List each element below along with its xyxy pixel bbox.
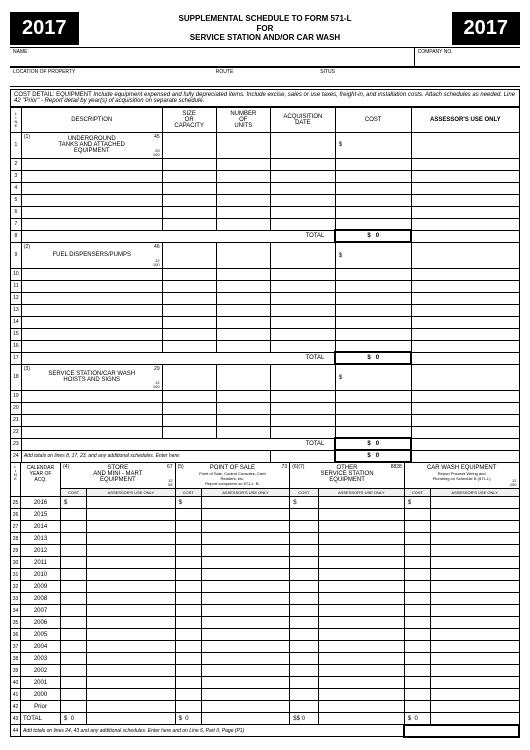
name-field[interactable]: NAME	[10, 48, 415, 66]
year-left: 2017	[10, 12, 79, 45]
location-field[interactable]: LOCATION OF PROPERTY	[10, 68, 213, 86]
situs-field[interactable]: SITUS	[317, 68, 520, 86]
company-no-field[interactable]: COMPANY NO.	[415, 48, 520, 66]
input-cell[interactable]	[162, 132, 216, 158]
year-right: 2017	[452, 12, 521, 45]
year-table: L I N E CALENDAR YEAR OF ACQ. (4)67 STOR…	[10, 462, 520, 738]
equipment-table: L I N E DESCRIPTION SIZE OR CAPACITY NUM…	[10, 107, 520, 464]
route-field[interactable]: ROUTE	[213, 68, 317, 86]
cost-detail-note: COST DETAIL: EQUIPMENT Include equipment…	[10, 89, 520, 107]
form-title: SUPPLEMENTAL SCHEDULE TO FORM 571-L FOR …	[79, 12, 452, 45]
